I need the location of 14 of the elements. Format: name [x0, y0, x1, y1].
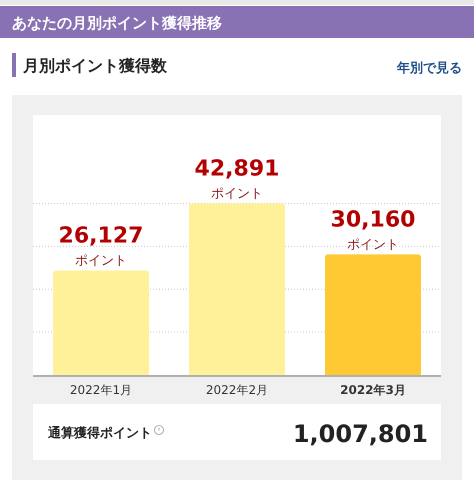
x-tick-label: 2022年3月	[340, 383, 406, 397]
data-label: 30,160	[330, 207, 416, 232]
data-label: 26,127	[58, 223, 144, 248]
x-tick-label: 2022年1月	[70, 383, 132, 397]
text: 通算獲得ポイント	[47, 425, 152, 441]
text: 1,007,801	[292, 420, 428, 448]
data-label: 42,891	[194, 156, 280, 182]
text: 年別で見る	[396, 61, 462, 76]
annotation: ポイント	[211, 186, 263, 202]
annotation: ポイント	[347, 237, 399, 252]
chart-title: あなたの月別ポイント獲得推移	[12, 14, 222, 32]
chart-subtitle: 月別ポイント獲得数	[22, 56, 168, 75]
annotation: ポイント	[75, 253, 127, 268]
x-tick-label: 2022年2月	[206, 383, 268, 397]
